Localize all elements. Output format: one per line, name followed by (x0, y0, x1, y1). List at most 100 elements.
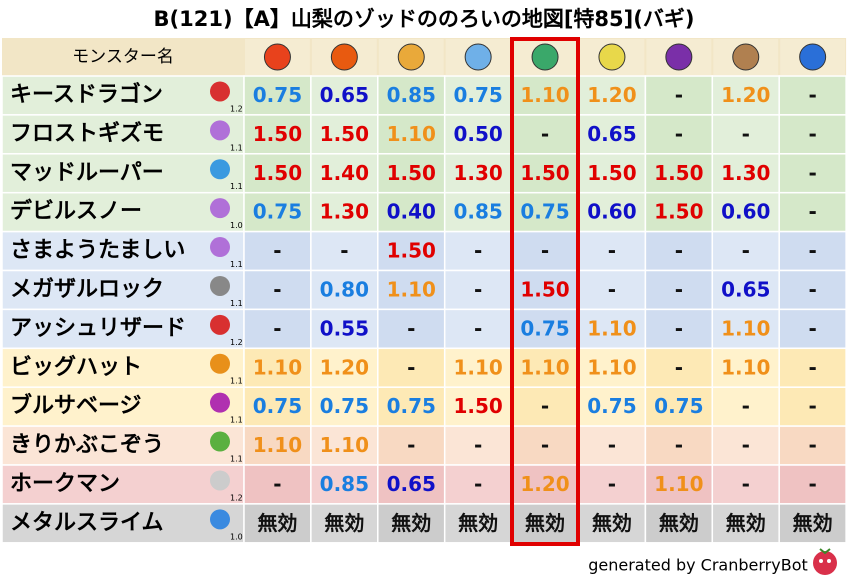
cell-value: - (808, 277, 816, 301)
cell-value: - (474, 472, 482, 496)
row-bg (1, 230, 245, 272)
cell-bg (644, 153, 714, 194)
cell-bg (644, 75, 714, 116)
cell-value: 無効 (726, 511, 766, 535)
cell-bg (644, 386, 714, 427)
monster-icon (210, 81, 230, 102)
cell-bg (510, 269, 580, 311)
element-icon (330, 43, 358, 71)
cell-value: - (608, 472, 616, 496)
cell-value: 0.65 (320, 83, 369, 107)
monster-level: 1.2 (230, 338, 243, 347)
monster-name: きりかぶこぞう (10, 433, 164, 458)
monster-icon (210, 470, 230, 491)
monster-icon (210, 353, 230, 374)
cell-value: 1.50 (520, 161, 569, 185)
cell-bg (711, 503, 780, 544)
monster-level: 1.1 (230, 416, 243, 425)
cell-value: - (273, 316, 281, 340)
cell-value: 1.20 (587, 83, 636, 107)
cell-value: 1.10 (387, 277, 436, 301)
row-bg (1, 191, 245, 233)
cell-bg (778, 503, 847, 544)
cell-bg (577, 191, 647, 233)
cell-bg (711, 464, 780, 505)
monster-level: 1.2 (230, 493, 243, 502)
cell-value: 1.20 (520, 472, 569, 496)
cell-bg (577, 386, 647, 427)
cell-value: 1.10 (387, 122, 436, 146)
cell-value: - (407, 433, 415, 457)
cell-bg (243, 386, 312, 427)
cell-value: 無効 (458, 511, 498, 535)
cell-value: 無効 (257, 511, 297, 535)
cell-value: - (407, 316, 415, 340)
monster-level: 1.0 (230, 221, 243, 230)
cell-value: - (340, 239, 348, 263)
cell-value: 0.75 (253, 394, 302, 418)
cell-bg (310, 191, 379, 233)
cell-value: 0.65 (587, 122, 636, 146)
cell-bg (778, 464, 847, 505)
cell-value: 1.10 (520, 355, 569, 379)
cell-value: 1.10 (520, 83, 569, 107)
monster-name: ブルサベージ (10, 393, 142, 419)
cell-value: - (608, 433, 616, 457)
cell-value: 無効 (525, 511, 565, 535)
cell-value: 0.75 (520, 316, 569, 340)
cell-value: 0.65 (721, 277, 770, 301)
cell-value: 1.30 (320, 200, 369, 224)
cell-bg (644, 503, 714, 544)
cell-value: - (742, 472, 750, 496)
cell-value: 0.55 (320, 316, 369, 340)
cell-value: 無効 (391, 511, 431, 535)
cell-value: 1.10 (320, 433, 369, 457)
cell-bg (310, 269, 379, 311)
cell-value: - (407, 355, 415, 379)
header-name: モンスター名 (72, 47, 174, 67)
cell-value: 1.50 (453, 394, 502, 418)
cell-value: 0.40 (387, 200, 436, 224)
element-icon (531, 43, 559, 71)
cell-value: 1.50 (520, 277, 569, 301)
cell-value: 0.85 (453, 200, 502, 224)
cell-value: - (675, 277, 683, 301)
element-icon (799, 43, 827, 71)
cell-bg (778, 269, 847, 311)
cell-value: 1.50 (320, 122, 369, 146)
monster-icon (210, 159, 230, 180)
cell-value: - (808, 200, 816, 224)
cell-value: - (742, 394, 750, 418)
cell-bg (711, 191, 780, 233)
cell-value: 0.75 (253, 83, 302, 107)
cell-value: - (675, 433, 683, 457)
cell-bg (310, 347, 379, 388)
cell-value: 1.10 (721, 355, 770, 379)
cell-value: 1.50 (587, 161, 636, 185)
cell-value: 0.75 (453, 83, 502, 107)
monster-level: 1.2 (230, 104, 243, 113)
cell-value: - (675, 239, 683, 263)
cell-value: 0.75 (520, 200, 569, 224)
cell-bg (310, 308, 379, 350)
element-icon (598, 43, 626, 71)
cell-bg (377, 386, 446, 427)
cell-value: - (541, 433, 549, 457)
cell-bg (577, 114, 647, 155)
cell-value: 0.65 (387, 472, 436, 496)
cell-value: - (273, 472, 281, 496)
cell-value: - (273, 277, 281, 301)
cell-bg (510, 153, 580, 194)
element-icon (397, 43, 425, 71)
cell-value: 1.50 (387, 161, 436, 185)
cell-value: 0.85 (320, 472, 369, 496)
monster-icon (210, 120, 230, 141)
cell-bg (778, 425, 847, 466)
cell-value: 1.30 (453, 161, 502, 185)
element-icon (665, 43, 693, 71)
cell-bg (443, 269, 513, 311)
title: B(121)【A】山梨のゾッドののろいの地図[特85](バギ) (154, 7, 695, 31)
cell-bg (443, 425, 513, 466)
cell-value: 1.10 (453, 355, 502, 379)
